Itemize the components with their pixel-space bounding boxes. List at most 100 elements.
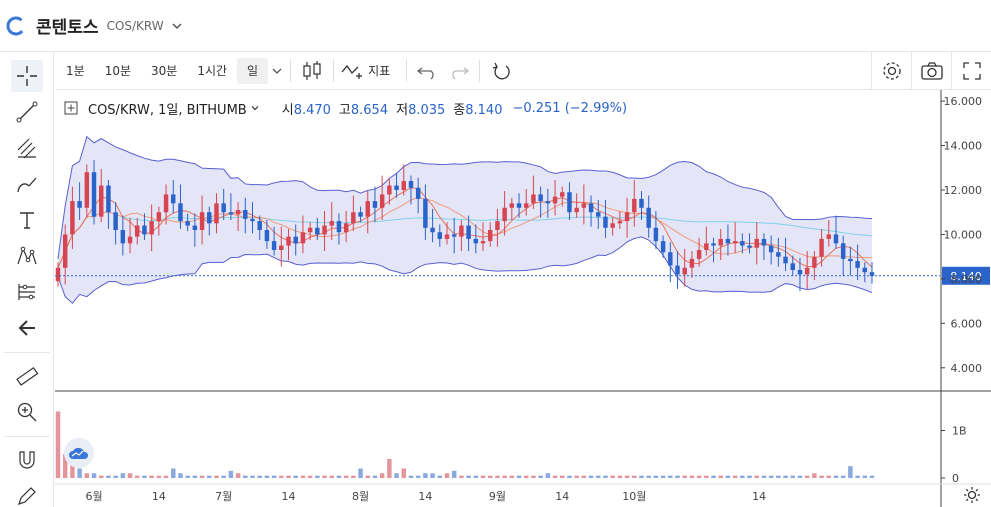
- interval-day[interactable]: 일: [237, 57, 269, 84]
- interval-10m[interactable]: 10분: [104, 64, 131, 78]
- volume-bar: [315, 475, 320, 478]
- ma-long-line: [57, 211, 873, 268]
- volume-bar: [199, 475, 205, 478]
- open-value: 8.470: [293, 102, 331, 118]
- pattern-tool[interactable]: [11, 240, 43, 272]
- candle-body: [516, 203, 522, 208]
- volume-bar: [574, 475, 579, 478]
- volume-bar: [106, 475, 111, 478]
- gear-icon: [882, 62, 901, 80]
- volume-bar: [437, 475, 443, 478]
- high-label: 고: [338, 102, 351, 118]
- snapshot-button[interactable]: [911, 52, 951, 90]
- volume-bar: [192, 475, 198, 478]
- chevron-down-icon[interactable]: [170, 19, 184, 33]
- magnet-tool[interactable]: [11, 444, 43, 476]
- candle-body: [502, 207, 507, 222]
- volume-bar: [689, 475, 695, 478]
- volume-bar: [776, 475, 781, 478]
- reset-icon[interactable]: [486, 60, 516, 82]
- volume-bar: [394, 473, 399, 478]
- volume-bar: [322, 475, 327, 478]
- text-tool[interactable]: [11, 204, 43, 236]
- expand-legend-icon[interactable]: [64, 101, 78, 115]
- interval-1h[interactable]: 1시간: [197, 64, 228, 78]
- volume-bar: [300, 475, 306, 478]
- volume-bar: [819, 475, 824, 478]
- crosshair-tool[interactable]: [11, 60, 43, 92]
- candle-body: [264, 230, 270, 242]
- fib-tool[interactable]: [11, 132, 43, 164]
- candle-body: [444, 234, 450, 239]
- chart-legend: COS/KRW, 1일, BITHUMB 시8.470 고8.654 저8.03…: [64, 98, 627, 118]
- candle-body: [286, 236, 291, 246]
- legend-close: 종8.140: [453, 99, 502, 118]
- volume-collapse-button[interactable]: [64, 438, 94, 468]
- indicator-button[interactable]: 지표: [368, 64, 391, 78]
- candle-body: [401, 181, 407, 190]
- zoom-in-icon: [17, 402, 37, 422]
- candle-body: [459, 225, 464, 237]
- time-tick-label: 14: [282, 490, 296, 503]
- candle-body: [336, 221, 342, 233]
- volume-bar: [531, 475, 536, 478]
- candle-body: [55, 267, 61, 282]
- legend-change: −0.251 (−2.99%): [512, 100, 628, 116]
- volume-bar: [639, 475, 644, 478]
- candle-body: [379, 194, 385, 208]
- interval-1m[interactable]: 1분: [66, 64, 85, 78]
- volume-bar: [718, 475, 723, 478]
- candle-body: [408, 181, 414, 188]
- candle-body: [588, 203, 594, 213]
- candle-body: [185, 221, 190, 226]
- volume-bar: [668, 475, 673, 478]
- close-value: 8.140: [465, 102, 503, 118]
- prediction-tool[interactable]: [11, 276, 43, 308]
- indicator-icon[interactable]: [340, 60, 364, 82]
- volume-bar: [480, 475, 486, 478]
- drawing-tools-sidebar: [0, 52, 54, 507]
- volume-bar: [250, 475, 255, 478]
- volume-bar: [646, 475, 651, 478]
- volume-bar: [473, 475, 479, 478]
- volume-bar: [221, 475, 226, 478]
- legend-symbol[interactable]: COS/KRW, 1일, BITHUMB: [88, 102, 247, 118]
- volume-tick-label: 1B: [952, 425, 967, 438]
- fullscreen-button[interactable]: [951, 52, 991, 90]
- measure-tool[interactable]: [11, 360, 43, 392]
- volume-bar: [538, 475, 543, 478]
- candle-body: [135, 225, 140, 237]
- candle-body: [624, 212, 630, 222]
- back-tool[interactable]: [11, 312, 43, 344]
- volume-bar: [509, 475, 515, 478]
- candle-body: [495, 221, 500, 230]
- ma-mid-line: [57, 197, 873, 268]
- volume-bar: [459, 475, 464, 478]
- volume-bar: [704, 475, 709, 478]
- volume-bar: [632, 475, 637, 478]
- volume-bar: [560, 475, 565, 478]
- zoom-tool[interactable]: [11, 396, 43, 428]
- settings-button[interactable]: [871, 52, 911, 90]
- trendline-tool[interactable]: [11, 96, 43, 128]
- candle-style-icon[interactable]: [297, 58, 327, 84]
- interval-dropdown-icon[interactable]: [270, 64, 284, 78]
- candle-body: [228, 212, 234, 215]
- volume-bar: [351, 475, 356, 478]
- volume-bar: [135, 475, 140, 478]
- candle-body: [300, 232, 306, 244]
- volume-bar: [466, 475, 471, 478]
- candle-body: [718, 238, 723, 246]
- brush-tool[interactable]: [11, 168, 43, 200]
- chevron-down-icon[interactable]: [250, 103, 260, 113]
- candle-body: [675, 265, 680, 275]
- candle-body: [761, 238, 767, 246]
- redo-icon[interactable]: [443, 60, 473, 82]
- candle-body: [776, 252, 781, 257]
- undo-icon[interactable]: [413, 60, 443, 82]
- draw-mode-tool[interactable]: [11, 480, 43, 507]
- sun-settings-icon[interactable]: [963, 486, 981, 504]
- candle-body: [372, 201, 378, 208]
- interval-30m[interactable]: 30분: [151, 64, 178, 78]
